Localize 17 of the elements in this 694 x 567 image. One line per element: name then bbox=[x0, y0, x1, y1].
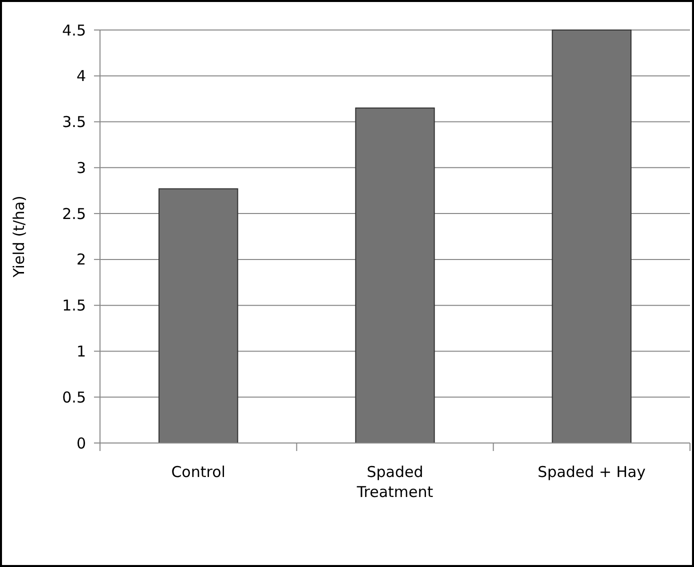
y-tick-label: 3.5 bbox=[62, 113, 86, 132]
x-tick-label: Spaded + Hay bbox=[538, 463, 646, 481]
y-axis-title: Yield (t/ha) bbox=[10, 196, 28, 278]
y-tick-label: 1.5 bbox=[62, 296, 86, 315]
bar bbox=[552, 30, 632, 444]
y-tick-label: 2 bbox=[76, 250, 86, 269]
x-tick-label: Spaded Treatment bbox=[356, 463, 434, 501]
y-tick-label: 0.5 bbox=[62, 388, 86, 406]
bar bbox=[355, 108, 435, 444]
y-tick-label: 4.5 bbox=[62, 21, 86, 40]
x-tick-label: Control bbox=[171, 463, 226, 481]
y-tick-label: 4 bbox=[76, 67, 86, 86]
y-tick-label: 3 bbox=[76, 158, 86, 177]
y-tick-label: 2.5 bbox=[62, 204, 86, 223]
y-tick-label: 0 bbox=[76, 434, 86, 452]
y-tick-label: 1 bbox=[76, 342, 86, 360]
bar bbox=[158, 188, 238, 444]
